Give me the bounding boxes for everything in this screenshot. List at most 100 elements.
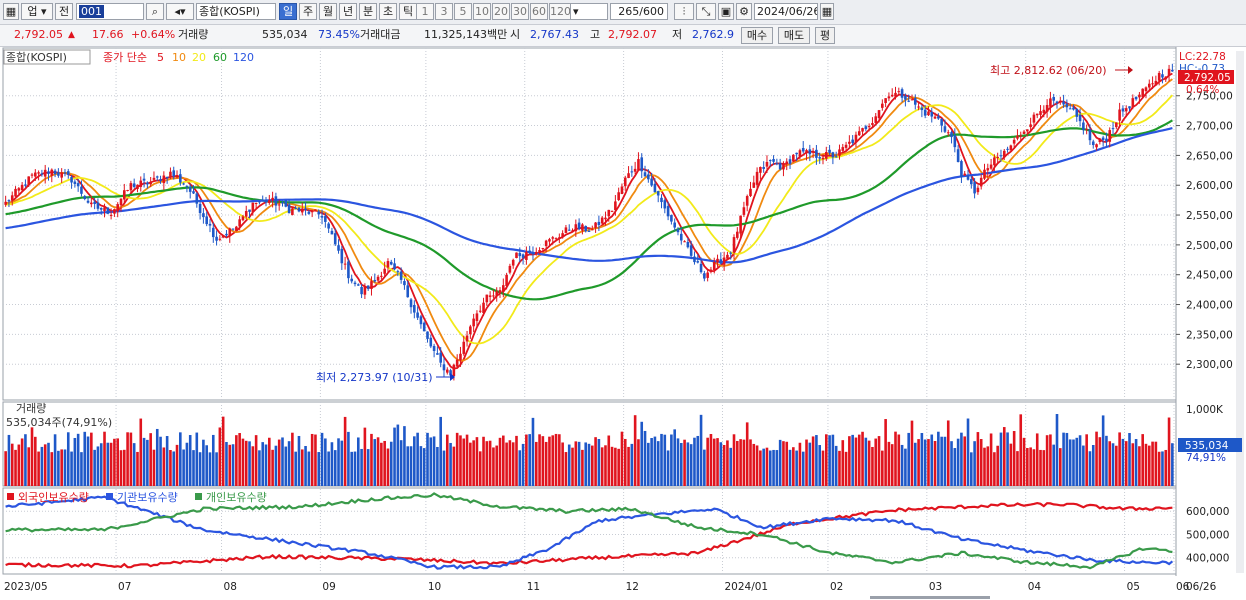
minute-tab-120[interactable]: 120 xyxy=(549,3,571,20)
minute-tab-5[interactable]: 5 xyxy=(454,3,472,20)
period-tab-4[interactable]: 분 xyxy=(359,3,377,20)
holding-line-individual xyxy=(5,492,1173,570)
layout-icon[interactable]: ▦ xyxy=(3,3,19,20)
volume-bar xyxy=(897,434,901,486)
candle-body xyxy=(963,173,967,176)
buy-button[interactable]: 매수 xyxy=(741,27,773,44)
custom-period-input[interactable]: ▾ xyxy=(570,3,608,20)
period-tab-2[interactable]: 월 xyxy=(319,3,337,20)
candle-body xyxy=(703,273,706,279)
eval-button[interactable]: 평 xyxy=(815,27,835,44)
period-tab-0[interactable]: 일 xyxy=(279,3,297,20)
volume-bar xyxy=(139,418,143,486)
volume-bar xyxy=(867,440,871,486)
volume-bar xyxy=(34,436,37,486)
candle-body xyxy=(554,238,558,240)
period-tab-6[interactable]: 틱 xyxy=(399,3,417,20)
horizontal-scrollbar[interactable] xyxy=(870,596,990,599)
minute-tab-20[interactable]: 20 xyxy=(492,3,510,20)
sound-icon[interactable]: ◂▾ xyxy=(166,3,194,20)
candle-body xyxy=(119,198,123,206)
candle-body xyxy=(436,353,439,355)
candle-body xyxy=(1131,98,1135,108)
volume-bar xyxy=(347,431,350,486)
volume-bar xyxy=(1052,444,1056,486)
price-tick-label-1: 2,350,00 xyxy=(1186,329,1233,341)
candle-body xyxy=(281,202,284,204)
market-select[interactable]: 업 ▾ xyxy=(21,3,53,20)
candle-body xyxy=(548,239,551,242)
candle-body xyxy=(765,161,769,167)
save-icon[interactable]: ▣ xyxy=(718,3,734,20)
candle-body xyxy=(373,279,377,282)
search-icon[interactable]: ⌕ xyxy=(146,3,164,20)
candle-body xyxy=(205,216,208,225)
candle-body xyxy=(927,111,930,116)
volume-bar xyxy=(7,434,11,486)
price-tick-label-9: 2,750,00 xyxy=(1186,91,1233,103)
vertical-scrollbar[interactable] xyxy=(1236,51,1244,573)
minute-tab-60[interactable]: 60 xyxy=(530,3,548,20)
volume-bar xyxy=(558,434,561,486)
gear-icon[interactable]: ⚙ xyxy=(736,3,752,20)
index-name-field[interactable]: 종합(KOSPI) xyxy=(196,3,276,20)
candle-type-icon[interactable]: ⫶ xyxy=(674,3,694,20)
candle-body xyxy=(1118,109,1121,121)
candle-body xyxy=(828,149,831,153)
candle-body xyxy=(182,183,185,185)
candle-body xyxy=(752,182,756,188)
candle-body xyxy=(34,172,37,177)
volume-bar xyxy=(132,443,136,486)
stock-chart[interactable]: 2,300,00 2,350,00 2,400,00 2,450,00 2,500,00… xyxy=(0,47,1246,600)
volume-bar xyxy=(1002,427,1006,486)
volume-bar xyxy=(30,427,34,486)
volume-pct-label: 74,91% xyxy=(1186,452,1226,464)
sell-button[interactable]: 매도 xyxy=(778,27,810,44)
candle-body xyxy=(1006,148,1009,150)
volume-bar xyxy=(732,434,736,486)
volume-bar xyxy=(90,432,93,486)
candle-body xyxy=(1002,150,1006,158)
volume-bar xyxy=(538,434,541,486)
candle-body xyxy=(1075,109,1079,117)
volume-bar xyxy=(258,450,261,486)
date-field[interactable]: 2024/06/26 xyxy=(754,3,818,20)
period-tab-3[interactable]: 년 xyxy=(339,3,357,20)
all-button[interactable]: 전 xyxy=(55,3,73,20)
period-tab-5[interactable]: 초 xyxy=(379,3,397,20)
volume-bar xyxy=(327,451,330,486)
minute-tab-10[interactable]: 10 xyxy=(473,3,491,20)
volume-bar xyxy=(10,443,14,486)
candle-body xyxy=(215,236,218,241)
candle-body xyxy=(534,251,538,255)
volume-bar xyxy=(996,445,999,486)
candle-body xyxy=(300,208,304,213)
ma-legend-20: 20 xyxy=(192,51,206,64)
code-input[interactable]: 001 xyxy=(76,3,144,20)
minute-tab-30[interactable]: 30 xyxy=(511,3,529,20)
period-tab-1[interactable]: 주 xyxy=(299,3,317,20)
volume-bar xyxy=(660,433,663,486)
candle-body xyxy=(1141,88,1144,97)
minute-tab-1[interactable]: 1 xyxy=(416,3,434,20)
volume-bar xyxy=(162,447,166,486)
tool-icon[interactable]: ⤡ xyxy=(696,3,716,20)
count-field[interactable]: 265/600 xyxy=(610,3,668,20)
candle-body xyxy=(650,178,653,186)
calendar-icon[interactable]: ▦ xyxy=(820,3,834,20)
candle-body xyxy=(745,196,749,206)
volume-bar xyxy=(696,435,700,486)
holding-legend-2: 개인보유수량 xyxy=(206,491,267,504)
volume-bar xyxy=(927,439,930,486)
volume-bar xyxy=(745,422,749,486)
volume-bar xyxy=(913,442,917,486)
minute-tab-3[interactable]: 3 xyxy=(435,3,453,20)
volume-bar xyxy=(788,449,792,486)
candle-body xyxy=(211,227,215,238)
candle-body xyxy=(409,299,413,308)
candle-body xyxy=(864,126,868,130)
volume-bar xyxy=(17,444,21,486)
candle-body xyxy=(429,337,433,347)
volume-bar xyxy=(960,432,963,486)
volume-bar xyxy=(155,428,159,486)
